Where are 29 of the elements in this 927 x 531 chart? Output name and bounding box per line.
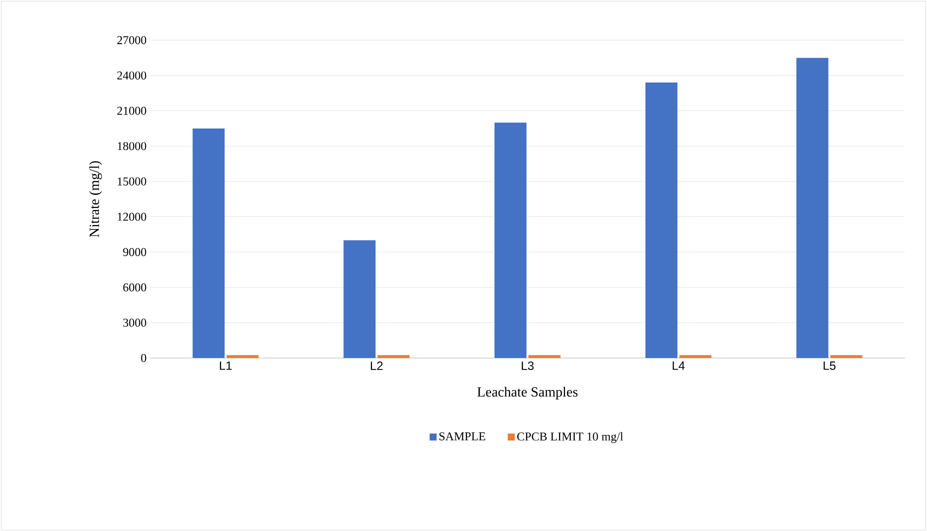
y-tick-label: 6000 xyxy=(123,283,146,292)
x-tick-label: L2 xyxy=(370,361,383,370)
y-tick-label: 3000 xyxy=(123,318,146,327)
y-tick-label: 21000 xyxy=(117,106,146,115)
y-tick-label: 24000 xyxy=(117,71,146,80)
bar xyxy=(528,355,560,358)
bar xyxy=(344,240,376,358)
y-tick-label: 9000 xyxy=(123,248,146,256)
bar xyxy=(796,58,828,358)
y-axis-title: Nitrate (mg/l) xyxy=(89,161,102,238)
bar xyxy=(645,82,678,358)
x-axis-title: Leachate Samples xyxy=(477,386,578,400)
bar xyxy=(679,355,712,358)
bar xyxy=(830,355,862,358)
bar xyxy=(494,122,526,358)
y-tick-label: 18000 xyxy=(118,142,146,150)
bar xyxy=(378,355,410,358)
x-tick-label: L3 xyxy=(522,361,534,370)
y-tick-label: 12000 xyxy=(118,212,146,221)
x-tick-label: L4 xyxy=(672,361,685,370)
y-tick-label: 27000 xyxy=(117,36,146,44)
legend-label: SAMPLE xyxy=(439,432,486,440)
y-tick-label: 0 xyxy=(141,354,146,362)
bar xyxy=(226,355,259,358)
x-tick-label: L5 xyxy=(824,361,836,370)
y-tick-label: 15000 xyxy=(118,177,146,186)
x-tick-label: L1 xyxy=(220,361,232,370)
legend-label: CPCB LIMIT 10 mg/l xyxy=(517,432,624,443)
bar xyxy=(192,128,225,358)
